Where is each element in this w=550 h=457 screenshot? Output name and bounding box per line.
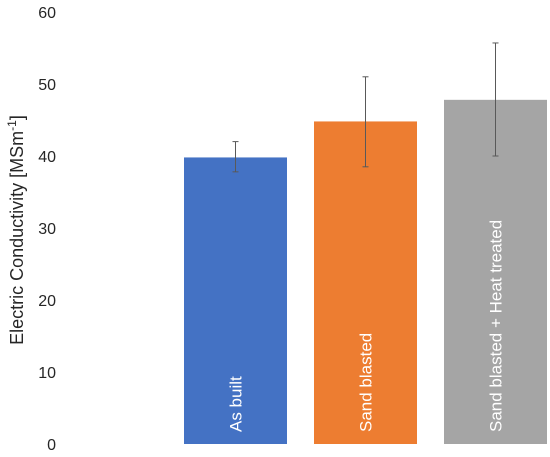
bar [444,99,547,444]
bar-category-label: Sand blasted + Heat treated [487,220,506,432]
bar [184,157,287,444]
y-tick-label: 20 [38,293,56,310]
y-tick-label: 50 [38,77,56,94]
y-tick-label: 10 [38,365,56,382]
y-tick-label: 40 [38,149,56,166]
bars-group [184,99,547,444]
y-axis-title-superscript: -1 [5,120,19,131]
y-tick-label: 30 [38,221,56,238]
y-axis-ticks: 0 10 20 30 40 50 60 [38,5,56,454]
y-tick-label: 0 [47,437,56,454]
error-bars-group [232,42,499,173]
y-axis-title-text: Electric Conductivity [MSm [7,131,27,345]
y-tick-label: 60 [38,5,56,22]
bar [314,121,417,444]
bar-category-label: Sand blasted [357,333,376,432]
y-axis-title-close: ] [7,115,27,120]
bar-category-label: As built [227,376,246,432]
y-axis-title: Electric Conductivity [MSm-1] [5,115,27,345]
bar-labels-group: As built Sand blasted Sand blasted + Heat … [227,220,506,432]
